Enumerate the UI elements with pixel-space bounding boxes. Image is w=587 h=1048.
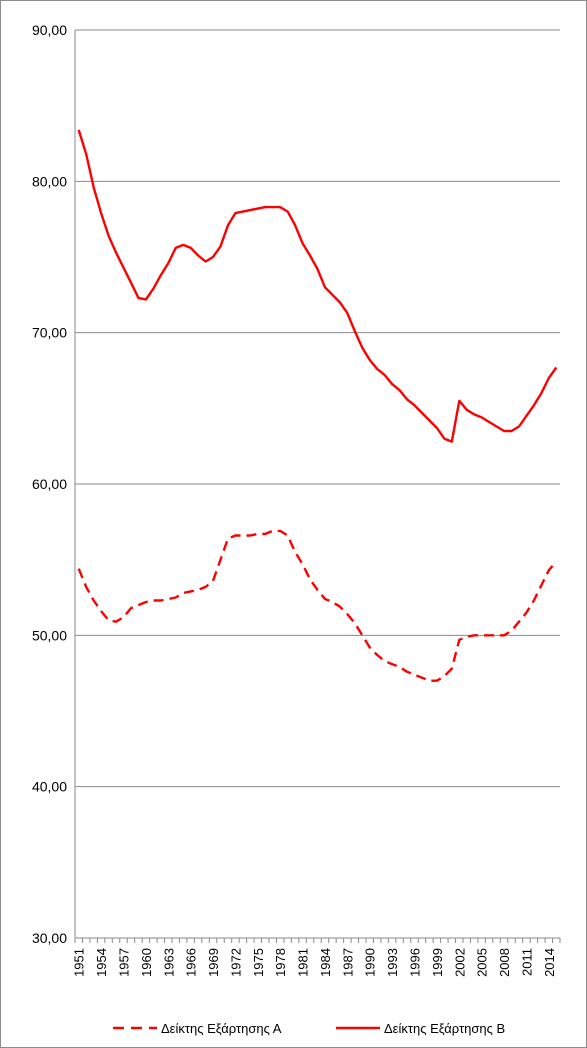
- y-tick-label: 70,00: [32, 325, 67, 341]
- x-tick-label: 1999: [430, 948, 445, 977]
- series-line-a: [77, 529, 558, 682]
- series-line-b: [77, 129, 558, 443]
- x-tick-label: 1969: [206, 948, 221, 977]
- legend-label-a: Δείκτης Εξάρτησης Α: [161, 1021, 282, 1036]
- x-tick-label: 1981: [296, 948, 311, 977]
- y-axis-tick-labels: 30,00 40,00 50,00 60,00 70,00 80,00 90,00: [32, 22, 67, 946]
- x-tick-label: 1975: [251, 948, 266, 977]
- gridlines: [75, 29, 560, 788]
- x-tick-label: 1978: [273, 948, 288, 977]
- x-tick-label: 2005: [475, 948, 490, 977]
- x-tick-label: 2014: [542, 948, 557, 977]
- x-tick-label: 1951: [72, 948, 87, 977]
- x-tick-label: 1993: [385, 948, 400, 977]
- y-tick-label: 40,00: [32, 779, 67, 795]
- x-tick-label: 1990: [363, 948, 378, 977]
- y-tick-label: 50,00: [32, 627, 67, 643]
- x-tick-label: 1957: [117, 948, 132, 977]
- y-tick-label: 90,00: [32, 22, 67, 38]
- x-tick-label: 1960: [139, 948, 154, 977]
- legend-label-b: Δείκτης Εξάρτησης Β: [384, 1021, 505, 1036]
- y-tick-label: 60,00: [32, 476, 67, 492]
- x-tick-label: 2008: [497, 948, 512, 977]
- x-tick-label: 2002: [452, 948, 467, 977]
- x-axis-tick-labels: 1951 1954 1957 1960 1963 1966 1969 1972 1975 1978…: [72, 948, 557, 977]
- x-tick-label: 1984: [318, 948, 333, 977]
- axes: [74, 30, 561, 943]
- legend: Δείκτης Εξάρτησης Α Δείκτης Εξάρτησης Β: [113, 1021, 505, 1036]
- x-tick-label: 1963: [161, 948, 176, 977]
- y-tick-label: 30,00: [32, 930, 67, 946]
- x-tick-label: 1996: [408, 948, 423, 977]
- x-tick-label: 1987: [340, 948, 355, 977]
- y-tick-label: 80,00: [32, 173, 67, 189]
- series-lines: [77, 129, 558, 682]
- x-tick-label: 1972: [228, 948, 243, 977]
- x-tick-label: 2011: [519, 948, 534, 976]
- x-tick-label: 1954: [94, 948, 109, 977]
- x-tick-label: 1966: [184, 948, 199, 977]
